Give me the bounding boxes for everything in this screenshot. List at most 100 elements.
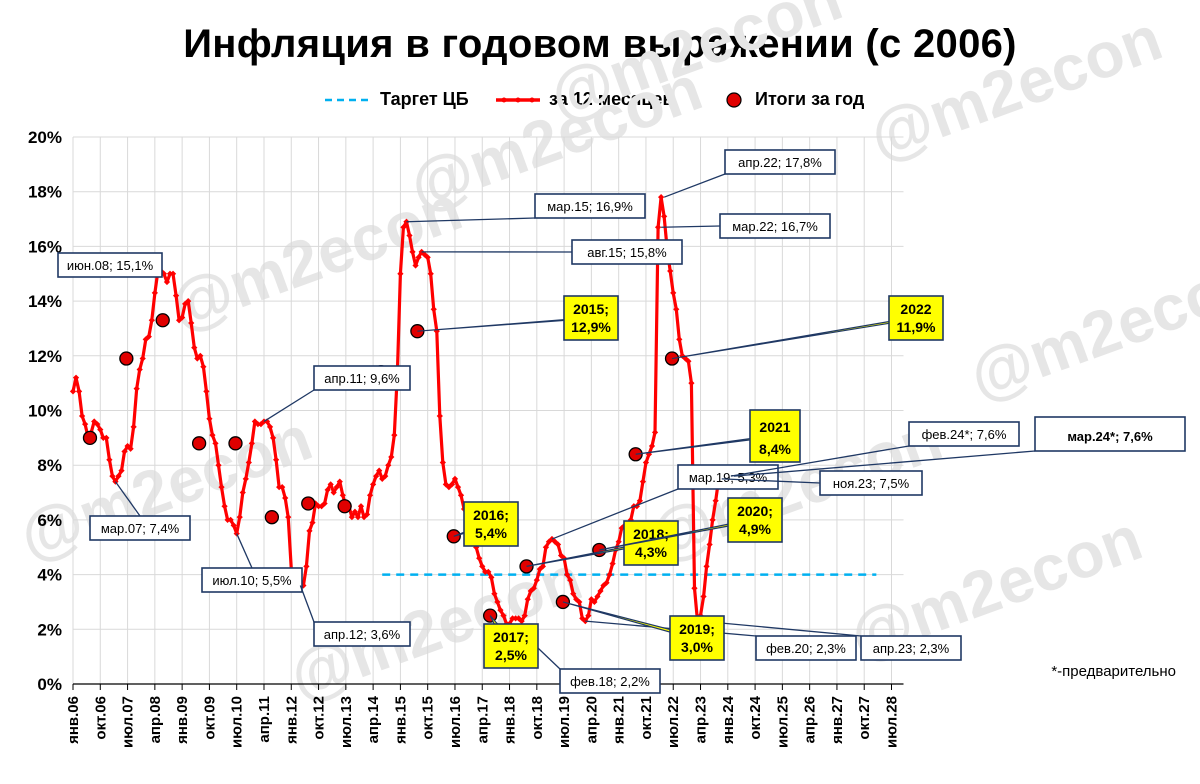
x-tick-label: июл.19 bbox=[556, 696, 573, 748]
callout-label-yellow: 2020; bbox=[737, 503, 773, 519]
callout-label: фев.24*; 7,6% bbox=[922, 427, 1007, 442]
monthly-point bbox=[603, 579, 610, 586]
legend-yearly-label: Итоги за год bbox=[755, 89, 865, 109]
monthly-point bbox=[285, 514, 292, 521]
monthly-point bbox=[130, 423, 137, 431]
monthly-point bbox=[388, 453, 395, 461]
x-tick-label: апр.20 bbox=[583, 696, 600, 743]
callout-box-yellow bbox=[749, 409, 801, 463]
monthly-point bbox=[133, 385, 140, 392]
callout-box bbox=[313, 621, 411, 647]
callout-box bbox=[57, 252, 163, 278]
x-tick-label: окт.06 bbox=[92, 696, 109, 740]
monthly-point bbox=[382, 473, 389, 480]
x-tick-label: окт.21 bbox=[638, 696, 655, 740]
callout-box bbox=[908, 421, 1020, 447]
x-tick-label: янв.24 bbox=[720, 695, 737, 744]
monthly-point bbox=[239, 489, 246, 496]
monthly-point bbox=[330, 489, 337, 496]
monthly-point bbox=[385, 462, 392, 469]
monthly-point bbox=[248, 440, 255, 447]
callout-box-yellow bbox=[483, 623, 539, 669]
monthly-point bbox=[282, 494, 289, 502]
callout-label-yellow: 4,3% bbox=[635, 544, 667, 560]
callout-box-yellow bbox=[727, 497, 783, 543]
monthly-point bbox=[448, 481, 456, 488]
callout-label: мар.24*; 7,6% bbox=[1067, 429, 1153, 444]
monthly-point bbox=[424, 254, 431, 261]
monthly-point bbox=[203, 388, 210, 395]
monthly-point bbox=[518, 617, 525, 625]
chart-title: Инфляция в годовом выражении (с 2006) bbox=[183, 22, 1017, 66]
monthly-point bbox=[554, 541, 562, 548]
monthly-point bbox=[497, 607, 504, 614]
monthly-point bbox=[373, 473, 380, 480]
monthly-point bbox=[336, 478, 343, 485]
x-tick-label: апр.17 bbox=[474, 696, 491, 743]
monthly-point bbox=[476, 555, 483, 562]
callout-leader bbox=[730, 445, 910, 477]
yearly-point bbox=[119, 351, 134, 366]
monthly-point bbox=[400, 224, 407, 231]
callout-leader bbox=[661, 225, 721, 228]
monthly-point bbox=[430, 306, 437, 313]
callout-label: мар.15; 16,9% bbox=[547, 199, 633, 214]
monthly-point bbox=[685, 358, 692, 365]
monthly-point bbox=[69, 388, 77, 395]
monthly-point bbox=[436, 412, 443, 420]
callout-box bbox=[1034, 416, 1186, 452]
callout-leader bbox=[114, 481, 141, 517]
x-tick-label: окт.18 bbox=[529, 696, 546, 740]
x-tick-label: июл.07 bbox=[120, 696, 137, 748]
legend-monthly: за 12 месяцев bbox=[494, 89, 674, 110]
callout-box bbox=[860, 635, 962, 661]
x-tick-label: июл.13 bbox=[338, 696, 355, 748]
callout-label-yellow: 2015; bbox=[573, 301, 609, 317]
callout-label-yellow: 2017; bbox=[493, 629, 529, 645]
x-tick-label: июл.10 bbox=[229, 696, 246, 748]
monthly-point bbox=[676, 336, 683, 343]
callout-label: июл.10; 5,5% bbox=[212, 573, 292, 588]
monthly-point bbox=[391, 432, 398, 439]
red-dot-icon bbox=[726, 92, 742, 108]
monthly-point bbox=[106, 456, 113, 463]
y-tick-label: 14% bbox=[28, 292, 62, 311]
monthly-point bbox=[200, 363, 207, 370]
callout-label-yellow: 2,5% bbox=[495, 647, 527, 663]
callout-box bbox=[819, 470, 923, 496]
callout-label: фев.18; 2,2% bbox=[570, 674, 650, 689]
monthly-point bbox=[597, 587, 604, 595]
callout-leader bbox=[236, 533, 253, 569]
yearly-point bbox=[155, 313, 170, 328]
monthly-point bbox=[688, 380, 695, 387]
monthly-point bbox=[642, 459, 650, 466]
callout-label: апр.22; 17,8% bbox=[738, 155, 822, 170]
y-tick-label: 16% bbox=[28, 237, 62, 256]
monthly-point bbox=[576, 598, 583, 606]
monthly-point bbox=[454, 483, 462, 491]
y-tick-label: 4% bbox=[37, 566, 62, 585]
monthly-point bbox=[457, 492, 465, 499]
watermark-text: @m2econ bbox=[10, 401, 321, 573]
watermark-layer: @m2econ@m2econ@m2econ@m2econ @m2econ@m2ec… bbox=[10, 0, 1200, 713]
x-tick-label: окт.12 bbox=[311, 696, 328, 740]
callout-box bbox=[201, 567, 303, 593]
callout-box bbox=[534, 193, 646, 219]
monthly-point bbox=[236, 514, 243, 521]
monthly-point bbox=[670, 289, 677, 297]
monthly-point bbox=[279, 483, 286, 491]
monthly-point bbox=[567, 576, 574, 584]
x-tick-label: апр.11 bbox=[256, 696, 273, 743]
callout-leader bbox=[263, 389, 315, 422]
x-tick-label: июл.22 bbox=[665, 696, 682, 748]
callout-label-yellow: 4,9% bbox=[739, 521, 771, 537]
callout-label: авг.15; 15,8% bbox=[587, 245, 667, 260]
callout-label: июн.08; 15,1% bbox=[67, 258, 154, 273]
callout-box-yellow bbox=[463, 501, 519, 547]
callout-label: мар.07; 7,4% bbox=[101, 521, 180, 536]
callout-box bbox=[313, 365, 411, 391]
monthly-point bbox=[406, 232, 413, 239]
y-tick-label: 6% bbox=[37, 511, 62, 530]
monthly-point bbox=[706, 541, 713, 548]
monthly-point bbox=[321, 500, 328, 507]
